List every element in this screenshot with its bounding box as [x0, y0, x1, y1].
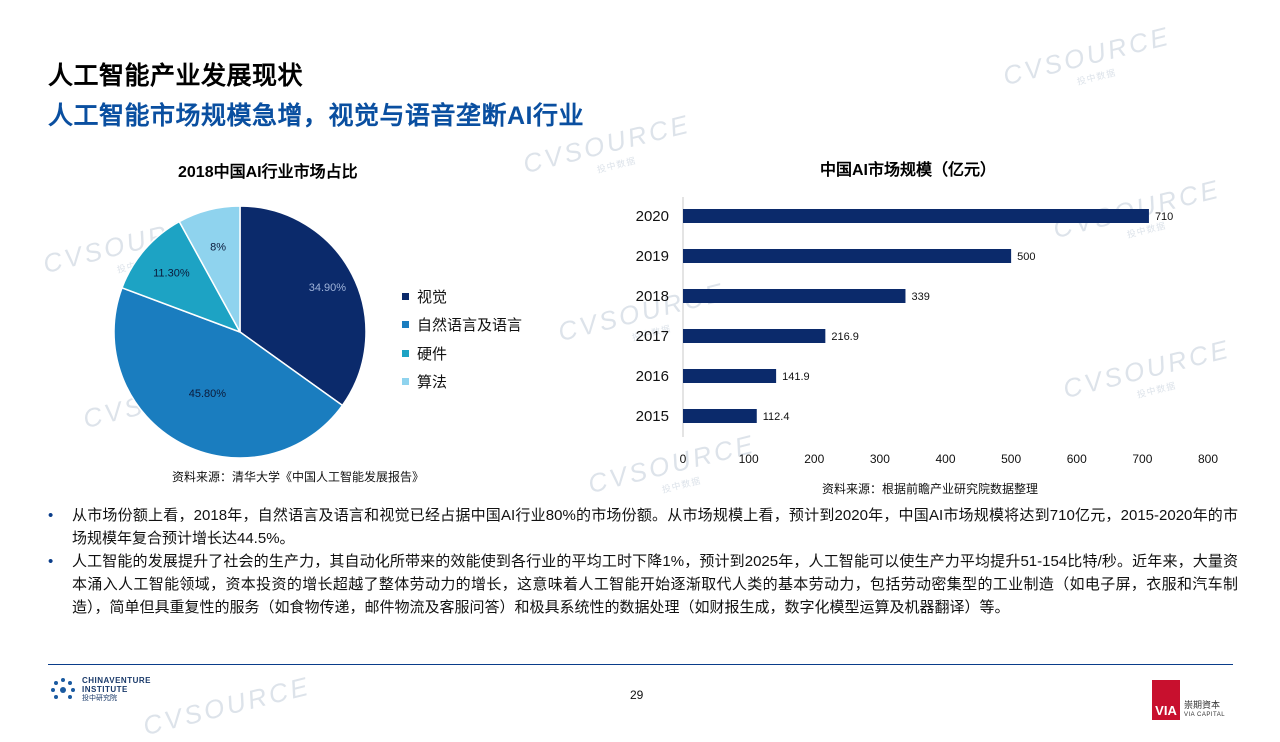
y-tick-label: 2020 — [636, 208, 669, 225]
pie-legend: 视觉 自然语言及语言 硬件 算法 — [402, 282, 522, 396]
legend-item-vision: 视觉 — [402, 282, 522, 311]
bar-value-label: 710 — [1155, 211, 1173, 223]
pie-source: 资料来源：清华大学《中国人工智能发展报告》 — [172, 470, 425, 484]
logo-line: 投中研究院 — [82, 695, 117, 702]
bar-value-label: 339 — [911, 291, 929, 303]
legend-label: 硬件 — [417, 345, 448, 363]
via-capital-logo: VIA 崇期資本 VIA CAPITAL — [1152, 680, 1225, 720]
pie-slice — [178, 205, 241, 333]
y-tick-label: 2016 — [636, 368, 669, 385]
x-tick-label: 0 — [680, 452, 687, 465]
via-logo-name: 崇期資本 — [1184, 700, 1221, 710]
bar — [683, 289, 906, 303]
x-tick-label: 400 — [935, 452, 955, 465]
bullet-text: 人工智能的发展提升了社会的生产力，其自动化所带来的效能使到各行业的平均工时下降1… — [72, 553, 1238, 616]
logo-line: INSTITUTE — [82, 685, 128, 694]
pie-chart: 34.90% 45.80% 11.30% 8% — [113, 205, 367, 459]
via-logo-mark: VIA — [1152, 680, 1180, 720]
y-tick-label: 2019 — [636, 248, 669, 265]
bullet-marker: • — [48, 553, 54, 570]
y-tick-label: 2017 — [636, 328, 669, 345]
legend-item-algorithm: 算法 — [402, 368, 522, 397]
legend-swatch — [402, 349, 409, 357]
x-tick-label: 200 — [804, 452, 824, 465]
page-title: 人工智能产业发展现状 — [48, 62, 304, 90]
watermark: CVSOURCE — [140, 670, 314, 742]
legend-swatch — [402, 378, 409, 386]
legend-swatch — [402, 292, 409, 300]
bar — [683, 369, 777, 383]
bullet-text: 从市场份额上看，2018年，自然语言及语言和视觉已经占据中国AI行业80%的市场… — [72, 507, 1238, 547]
pie-slice-label: 11.30% — [153, 268, 190, 280]
bullet-item: • 从市场份额上看，2018年，自然语言及语言和视觉已经占据中国AI行业80%的… — [48, 504, 1238, 550]
pie-slice-label: 34.90% — [309, 282, 347, 294]
via-logo-name-en: VIA CAPITAL — [1184, 712, 1226, 718]
x-tick-label: 500 — [1001, 452, 1021, 465]
bar — [683, 329, 826, 343]
legend-label: 算法 — [417, 374, 448, 392]
bullet-item: • 人工智能的发展提升了社会的生产力，其自动化所带来的效能使到各行业的平均工时下… — [48, 550, 1238, 619]
bar-value-label: 141.9 — [782, 371, 810, 383]
logo-line: CHINAVENTURE — [82, 676, 151, 685]
y-tick-label: 2018 — [636, 288, 669, 305]
pie-slice-label: 45.80% — [189, 388, 227, 400]
bar — [683, 209, 1149, 223]
bar-value-label: 500 — [1017, 251, 1035, 263]
bar — [683, 249, 1012, 263]
bar-chart-title: 中国AI市场规模（亿元） — [820, 162, 997, 179]
bar — [683, 409, 757, 423]
bullet-marker: • — [48, 507, 54, 524]
pie-slice-label: 8% — [210, 242, 226, 254]
bullet-list: • 从市场份额上看，2018年，自然语言及语言和视觉已经占据中国AI行业80%的… — [48, 504, 1238, 619]
footer-divider — [48, 664, 1233, 665]
pie-chart-title: 2018中国AI行业市场占比 — [178, 164, 358, 181]
legend-swatch — [402, 321, 409, 329]
x-tick-label: 100 — [739, 452, 759, 465]
x-tick-label: 700 — [1132, 452, 1152, 465]
chinaventure-logo: CHINAVENTURE INSTITUTE 投中研究院 — [50, 676, 151, 703]
legend-item-nlp: 自然语言及语言 — [402, 311, 522, 340]
pie-slice — [113, 286, 344, 459]
x-tick-label: 600 — [1067, 452, 1087, 465]
legend-item-hardware: 硬件 — [402, 339, 522, 368]
legend-label: 视觉 — [417, 288, 448, 306]
pie-slice — [121, 220, 242, 334]
chinaventure-logo-icon — [51, 677, 75, 699]
page-subtitle: 人工智能市场规模急增，视觉与语音垄断AI行业 — [48, 102, 585, 130]
x-tick-label: 300 — [870, 452, 890, 465]
y-tick-label: 2015 — [636, 408, 669, 425]
bar-source: 资料来源：根据前瞻产业研究院数据整理 — [822, 482, 1039, 496]
x-tick-label: 800 — [1198, 452, 1218, 465]
pie-slice — [239, 205, 367, 407]
bar-value-label: 112.4 — [763, 411, 790, 423]
bar-value-label: 216.9 — [831, 331, 859, 343]
page-number: 29 — [630, 688, 644, 702]
legend-label: 自然语言及语言 — [417, 317, 523, 335]
bar-chart: 2020 710 2019 500 2018 339 2017 216.9 2016 141.9 2… — [636, 197, 1218, 465]
